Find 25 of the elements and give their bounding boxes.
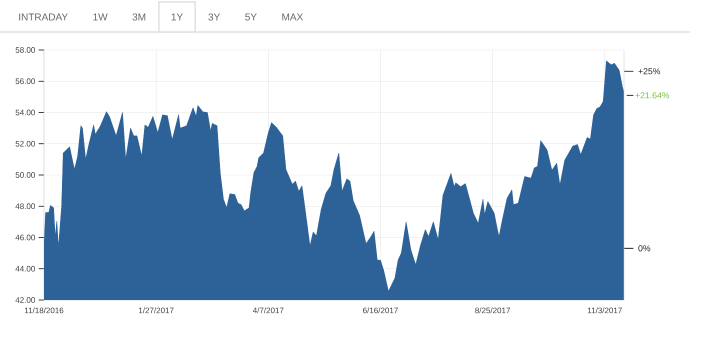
y-tick-label: 42.00	[15, 297, 35, 303]
text: 5Y	[245, 14, 257, 20]
y-tick-label: 44.00	[15, 266, 35, 272]
x-tick-label: 6/16/2017	[363, 307, 398, 314]
y2-tick-label: 0%	[638, 245, 650, 252]
x-tick-label: 1/27/2017	[138, 307, 174, 314]
text: 1Y	[172, 14, 183, 20]
x-tick-label: 4/7/2017	[252, 307, 284, 314]
text: INTRADAY	[19, 14, 68, 20]
y-tick-label: 50.00	[16, 172, 35, 178]
text: MAX	[282, 14, 304, 20]
text: 3M	[132, 13, 146, 21]
x-tick-label: 8/25/2017	[475, 307, 510, 314]
y-tick-label: 46.00	[15, 234, 35, 240]
y-tick-label: 54.00	[16, 110, 35, 116]
x-tick-label: 11/3/2017	[588, 307, 622, 314]
y-tick-label: 48.00	[15, 203, 35, 210]
x-tick-label: 11/18/2016	[24, 307, 64, 314]
text: 3Y	[208, 13, 220, 21]
y-tick-label: 56.00	[16, 78, 35, 84]
y-tick-label: 58.00	[16, 47, 35, 53]
y-tick-label: 52.00	[16, 140, 35, 147]
annotation: +21.64%	[635, 92, 670, 98]
y2-tick-label: +25%	[638, 68, 660, 74]
text: 1W	[93, 14, 108, 20]
